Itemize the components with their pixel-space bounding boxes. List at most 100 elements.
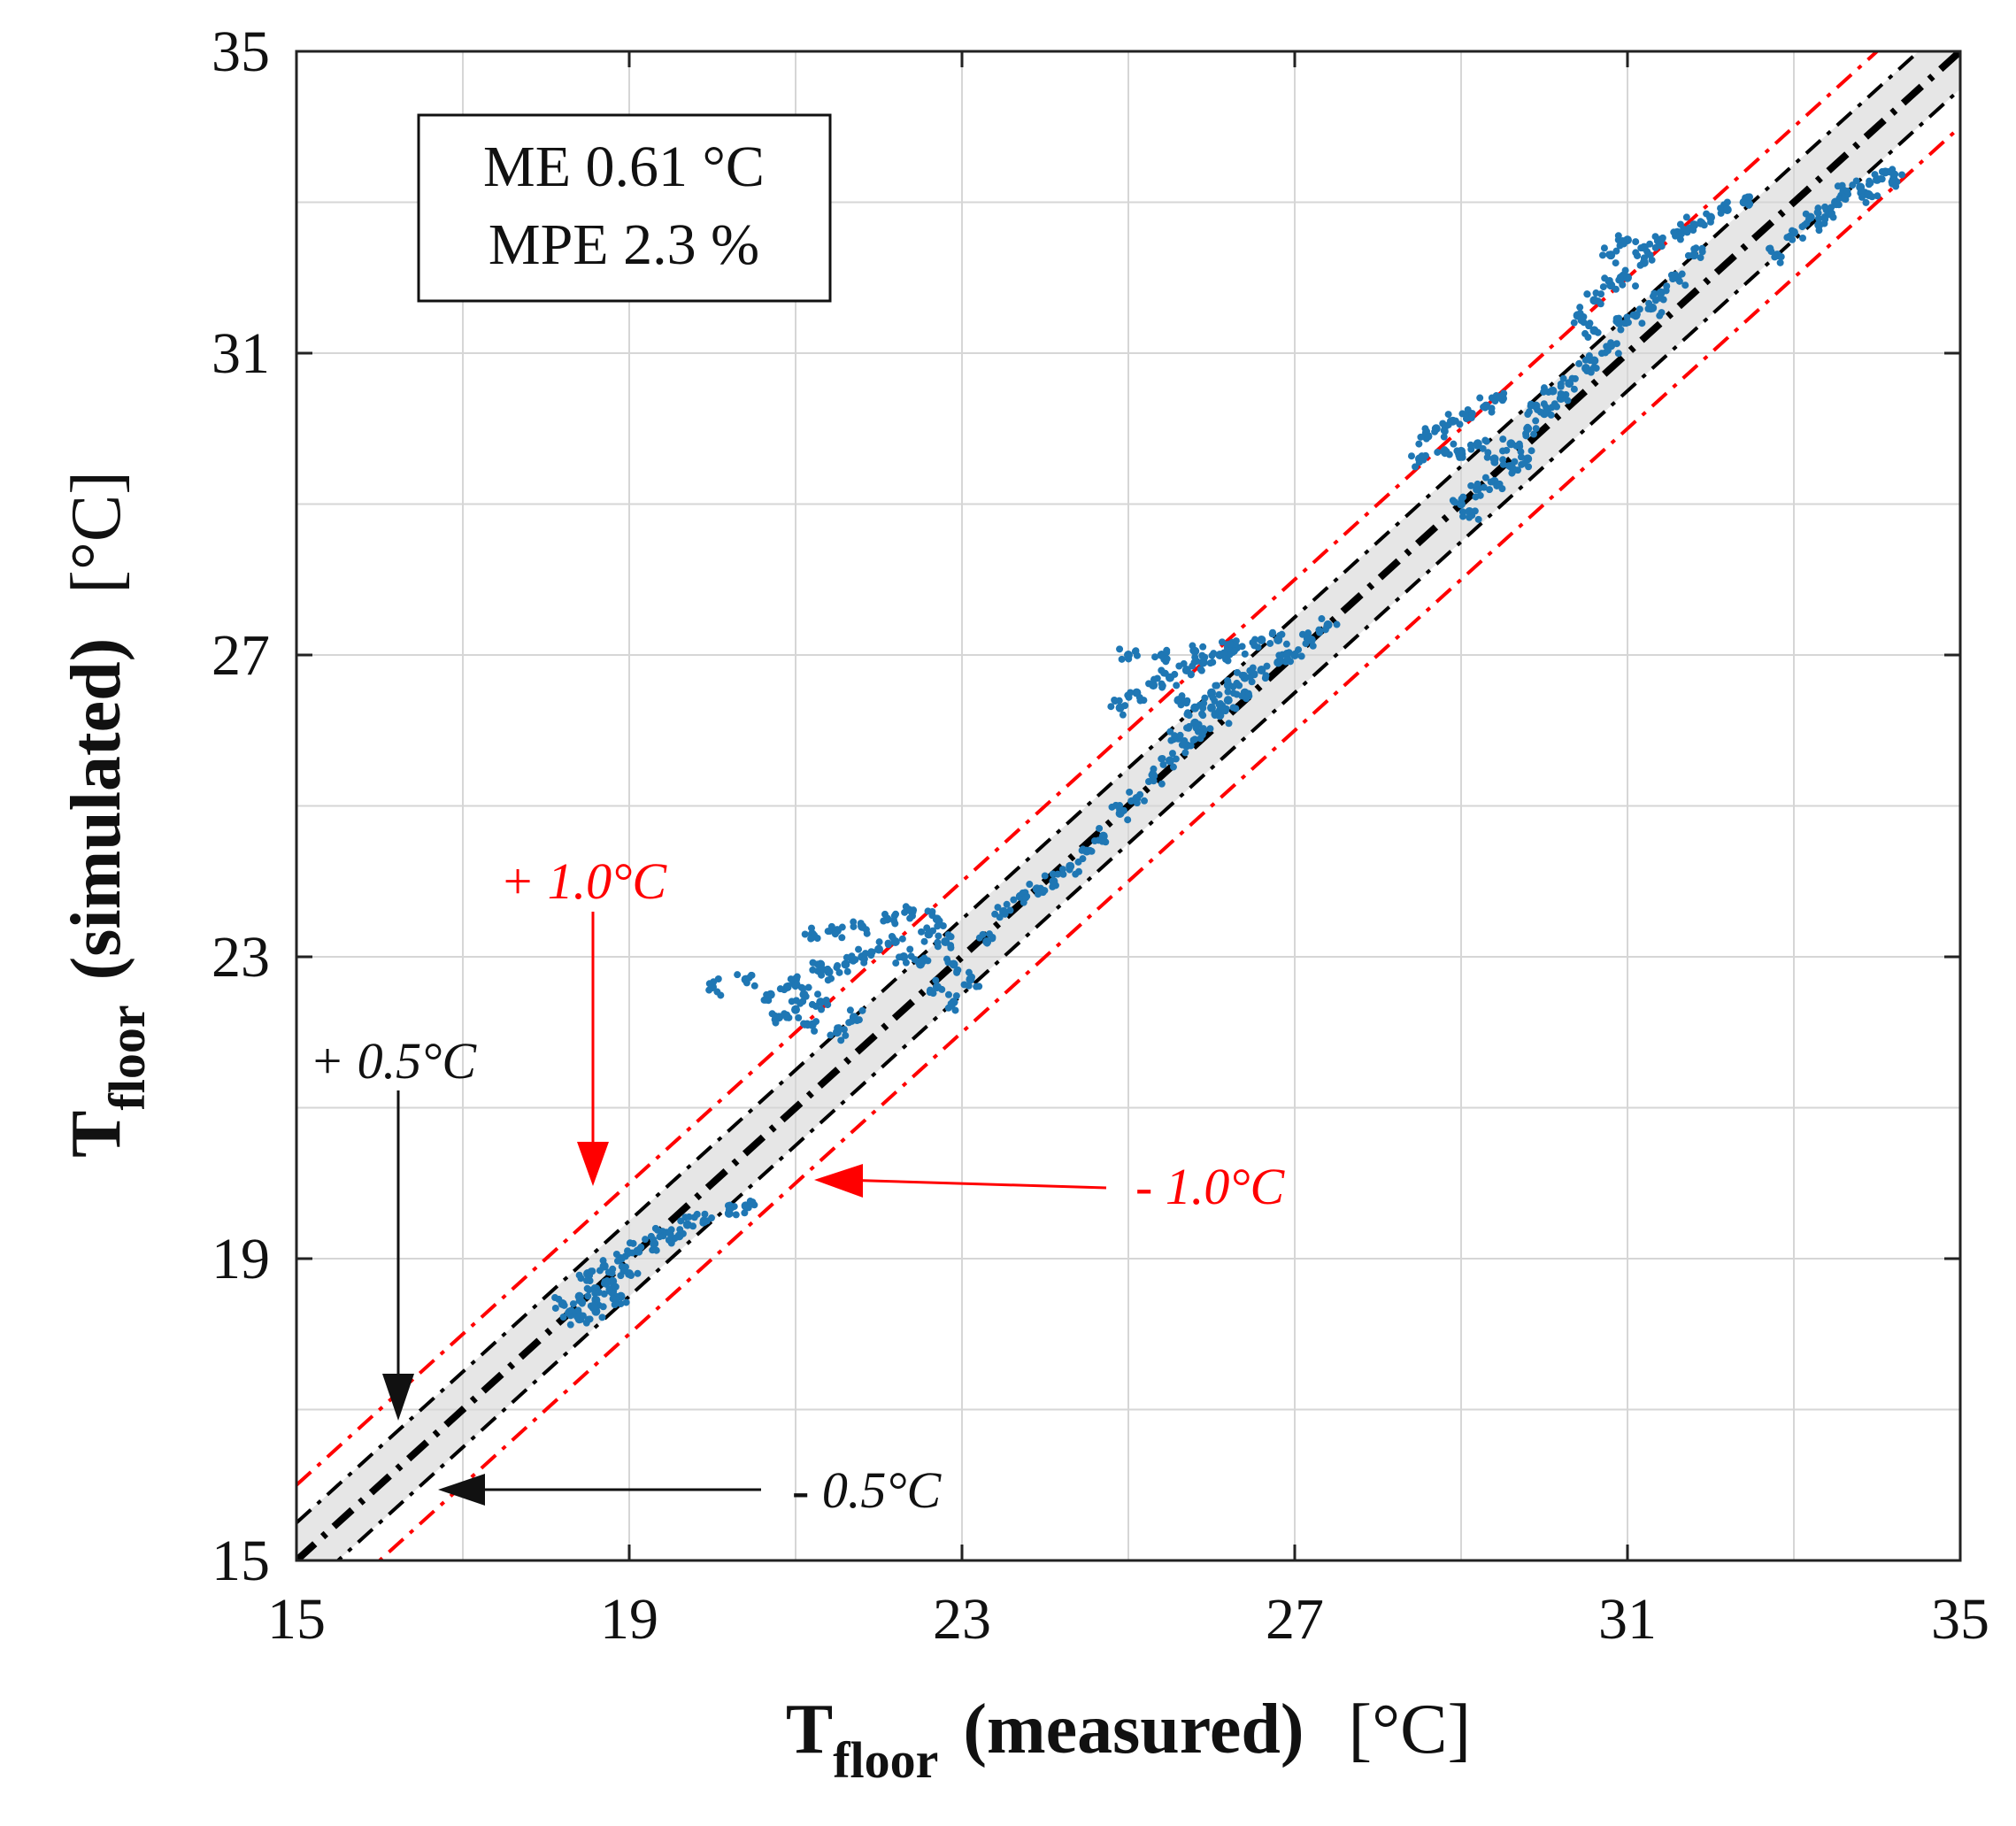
data-point-cluster — [1440, 433, 1448, 441]
data-point-cluster — [843, 953, 850, 961]
data-point-cluster — [1450, 440, 1458, 448]
data-point-cluster — [1197, 735, 1204, 743]
data-point-cluster — [1434, 448, 1442, 456]
data-point-cluster — [947, 944, 955, 952]
data-point-cluster — [1474, 515, 1482, 523]
data-point-cluster — [1646, 240, 1654, 248]
data-point-cluster — [617, 1300, 625, 1308]
x-axis-qualifier: (measured) — [963, 1691, 1304, 1768]
data-point-cluster — [559, 1313, 567, 1321]
data-point-cluster — [1176, 731, 1184, 739]
data-point-cluster — [848, 1017, 856, 1025]
data-point-cluster — [1444, 421, 1452, 429]
data-point-cluster — [690, 1213, 698, 1221]
x-tick-label: 31 — [1598, 1587, 1657, 1652]
data-point-cluster — [1003, 900, 1011, 908]
data-point-cluster — [612, 1283, 619, 1291]
data-point-cluster — [1532, 425, 1540, 433]
arrowhead-plus-05 — [382, 1374, 414, 1421]
data-point-cluster — [1633, 311, 1641, 319]
data-point-cluster — [1418, 452, 1426, 460]
data-point-cluster — [881, 910, 889, 918]
x-tick-label: 35 — [1931, 1587, 1989, 1652]
data-point-cluster — [939, 921, 947, 929]
data-point-cluster — [1540, 400, 1548, 408]
x-axis-title: Tfloor (measured) [°C] — [786, 1691, 1471, 1789]
data-point-cluster — [1120, 806, 1127, 814]
data-point-cluster — [1333, 620, 1341, 628]
data-point-cluster — [812, 1018, 820, 1026]
y-tick-label: 19 — [212, 1227, 270, 1291]
data-point-cluster — [1175, 662, 1183, 670]
data-point-cluster — [1697, 254, 1704, 262]
data-point-cluster — [1827, 204, 1835, 212]
data-point-cluster — [1173, 682, 1181, 690]
data-point-cluster — [1444, 411, 1452, 419]
data-point-cluster — [1465, 507, 1473, 515]
data-point-cluster — [1261, 674, 1269, 682]
data-point-cluster — [708, 1214, 716, 1222]
data-point-cluster — [799, 984, 807, 992]
data-point-cluster — [727, 1204, 735, 1212]
data-point-cluster — [918, 956, 926, 964]
data-point-cluster — [827, 975, 835, 982]
data-point-cluster — [1624, 319, 1632, 327]
data-point-cluster — [663, 1229, 671, 1237]
data-point-cluster — [1776, 258, 1784, 266]
data-point-cluster — [1698, 220, 1706, 227]
data-point-cluster — [551, 1304, 559, 1312]
data-point-cluster — [1467, 414, 1475, 422]
data-point-cluster — [1209, 659, 1217, 666]
y-tick-label: 23 — [212, 925, 270, 990]
data-point-cluster — [1599, 283, 1607, 291]
data-point-cluster — [1431, 428, 1439, 435]
data-point-cluster — [1184, 709, 1192, 717]
arrowhead-minus-1 — [814, 1164, 863, 1198]
data-point-cluster — [1614, 350, 1622, 358]
data-point-cluster — [1251, 636, 1259, 643]
data-point-cluster — [1456, 420, 1464, 428]
data-point-cluster — [1877, 175, 1885, 183]
data-point-cluster — [1874, 192, 1881, 200]
data-point-cluster — [1843, 187, 1851, 195]
data-point-cluster — [1189, 736, 1197, 744]
data-point-cluster — [1125, 655, 1133, 663]
data-point-cluster — [1058, 866, 1066, 874]
data-point-cluster — [1181, 749, 1189, 757]
data-point-cluster — [1238, 672, 1246, 680]
data-point-cluster — [1127, 797, 1135, 805]
data-point-cluster — [787, 975, 795, 983]
data-point-cluster — [1576, 304, 1584, 312]
data-point-cluster — [732, 1211, 740, 1219]
data-point-cluster — [1316, 628, 1324, 636]
data-point-cluster — [1206, 725, 1214, 733]
data-point-cluster — [1788, 227, 1796, 235]
data-points — [551, 166, 1906, 1329]
data-point-cluster — [1557, 382, 1565, 390]
data-point-cluster — [1158, 755, 1166, 763]
data-point-cluster — [1532, 417, 1540, 425]
data-point-cluster — [1651, 243, 1659, 251]
data-point-cluster — [1653, 237, 1661, 245]
data-point-cluster — [1121, 702, 1129, 710]
data-point-cluster — [906, 945, 914, 953]
data-point-cluster — [1295, 646, 1303, 654]
data-point-cluster — [1612, 259, 1620, 267]
data-point-cluster — [634, 1269, 642, 1277]
data-point-cluster — [1606, 252, 1614, 260]
data-point-cluster — [1116, 645, 1124, 653]
data-point-cluster — [1619, 281, 1627, 289]
data-point-cluster — [574, 1306, 582, 1314]
data-point-cluster — [734, 971, 742, 979]
data-point-cluster — [837, 1036, 845, 1044]
data-point-cluster — [953, 968, 961, 976]
annotation-minus-1: - 1.0°C — [1135, 1158, 1286, 1215]
data-point-cluster — [1187, 671, 1195, 679]
data-point-cluster — [1643, 248, 1651, 256]
data-point-cluster — [1108, 803, 1116, 811]
data-point-cluster — [1098, 837, 1106, 845]
data-point-cluster — [1675, 277, 1683, 285]
data-point-cluster — [1135, 694, 1143, 702]
data-point-cluster — [1583, 366, 1591, 374]
data-point-cluster — [1821, 215, 1829, 223]
